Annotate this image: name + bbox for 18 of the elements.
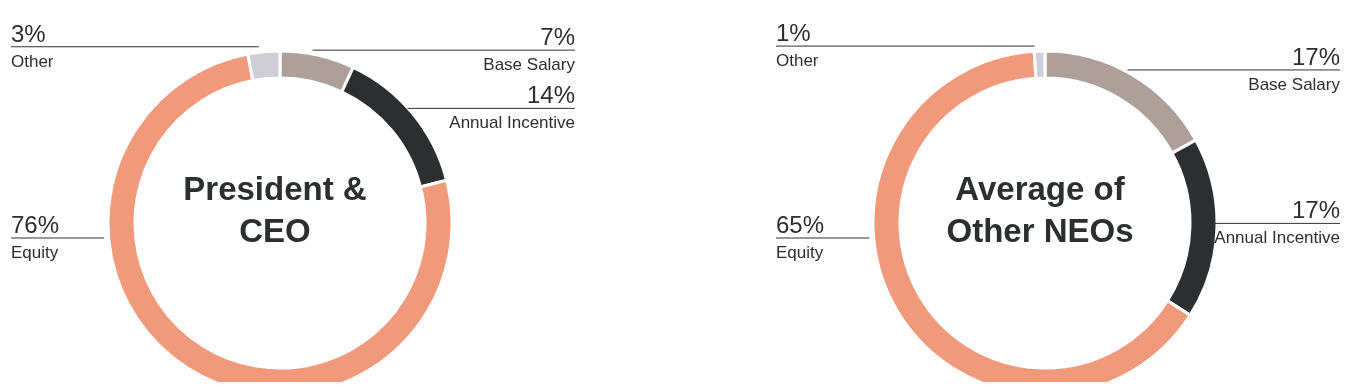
slice-label: Equity [776, 243, 824, 262]
slice-label: Equity [11, 243, 59, 262]
data-label: 7% [540, 23, 575, 51]
data-label: 14% [526, 81, 575, 109]
data-label: 1% [776, 19, 811, 47]
text: Average of Other NEOs [945, 169, 1135, 251]
data-label: 17% [1291, 196, 1340, 224]
data-label: 3% [11, 19, 46, 47]
data-label: 17% [1291, 42, 1340, 70]
slice-label: Base Salary [483, 55, 576, 75]
slice-label: Base Salary [1248, 74, 1341, 94]
slice-label: Annual Incentive [449, 113, 575, 133]
slice-label: Other [776, 51, 819, 71]
data-label: 76% [11, 211, 60, 238]
slice-label: Other [11, 51, 54, 71]
text: President & CEO [182, 169, 368, 251]
slice-label: Annual Incentive [1214, 228, 1340, 248]
data-label: 65% [776, 211, 825, 238]
